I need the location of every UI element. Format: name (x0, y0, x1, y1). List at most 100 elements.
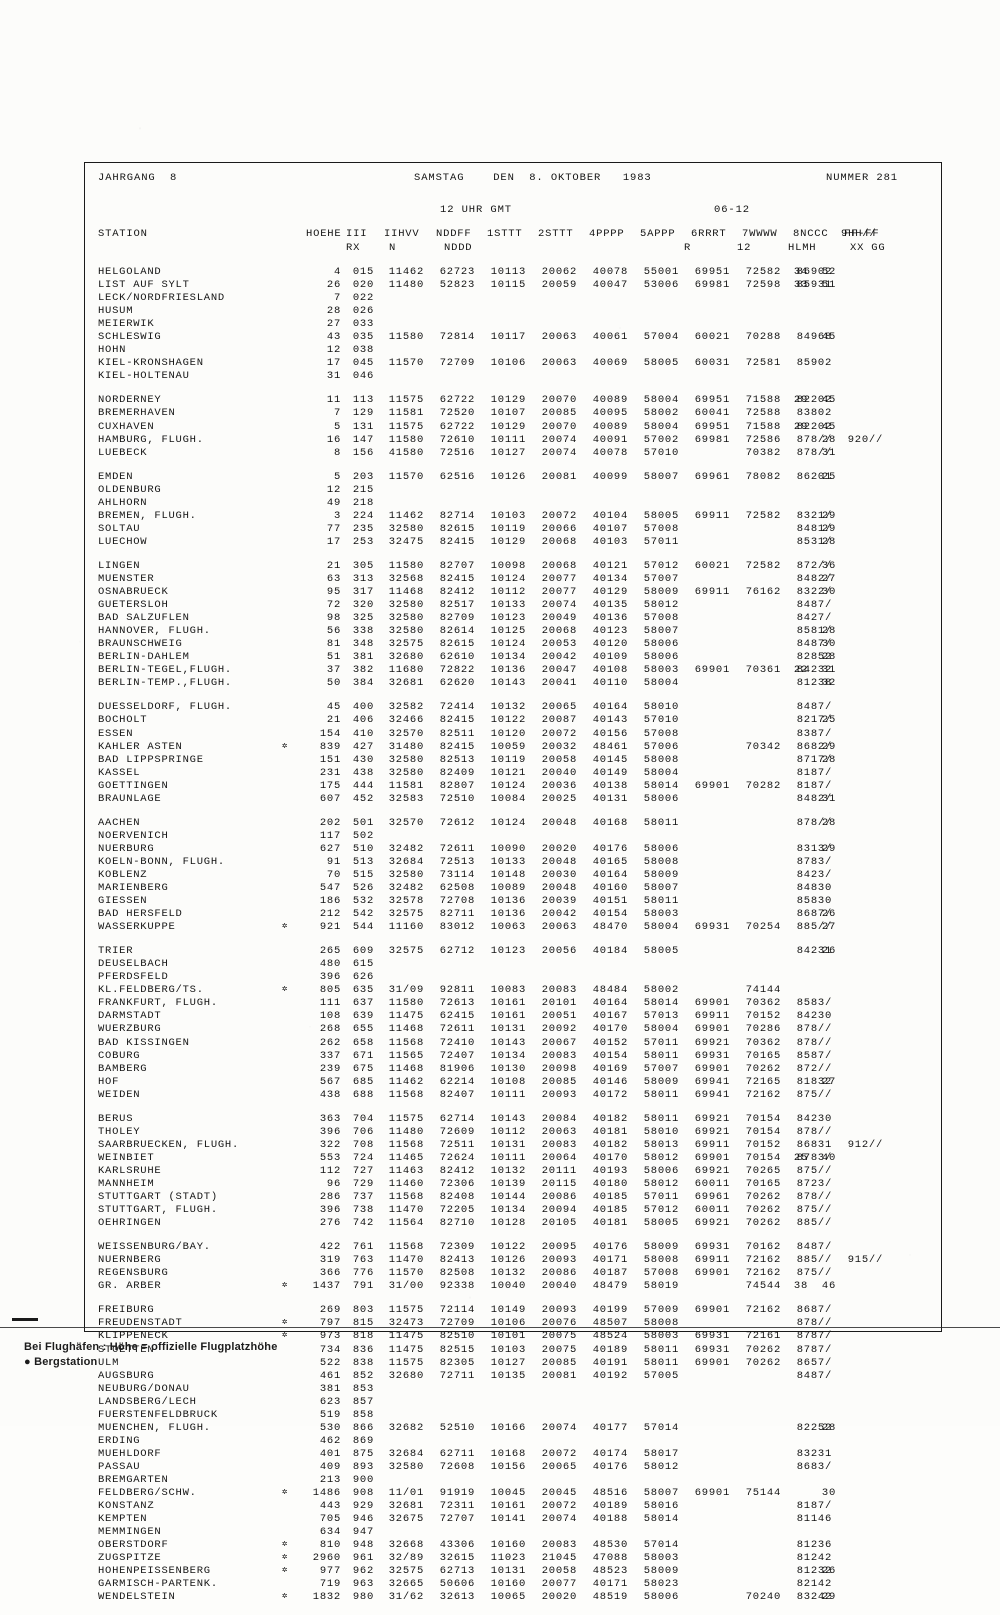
table-row[interactable]: SCHLESWIG 43 035 11580 72814 10117 20063 40061 5… (84, 331, 940, 344)
table-row[interactable]: MUEHLDORF 401 875 32684 62711 10168 20072 40174… (84, 1448, 940, 1461)
table-row[interactable]: MANNHEIM 96 729 11460 72306 10139 20115 40180 58… (84, 1178, 940, 1191)
table-row[interactable]: NOERVENICH 117 502 (84, 830, 940, 843)
table-row[interactable]: BOCHOLT 21 406 32466 82415 10122 20087 40143 570… (84, 714, 940, 727)
table-row[interactable]: LINGEN 21 305 11580 82707 10098 20068 40121 5701… (84, 560, 940, 573)
table-row[interactable]: AUGSBURG 461 852 32680 72711 10135 20081 40192 5… (84, 1370, 940, 1383)
data-cell: 8187/ (796, 766, 832, 779)
data-cell: 10112 (490, 586, 526, 599)
table-row[interactable]: BAMBERG 239 675 11468 81906 10130 20098 40169 57… (84, 1063, 940, 1076)
table-row[interactable]: FUERSTENFELDBRUCK 519 858 (84, 1409, 940, 1422)
table-row[interactable]: WENDELSTEIN ✲ 1832 980 31/62 32613 10065 20020 4… (84, 1591, 940, 1604)
table-row[interactable]: NORDERNEY 11 113 11575 62722 10129 20070 40089 5… (84, 394, 940, 407)
table-row[interactable]: LUEBECK 8 156 41580 72516 10127 20074 40078 5701… (84, 447, 940, 460)
table-row[interactable]: THOLEY 396 706 11480 72609 10112 20063 40181 580… (84, 1126, 940, 1139)
table-row[interactable]: OSNABRUECK 95 317 11468 82412 10112 20077 40129… (84, 586, 940, 599)
table-row[interactable]: BERUS 363 704 11575 62714 10143 20084 40182 5801… (84, 1113, 940, 1126)
table-row[interactable]: EMDEN 5 203 11570 62516 10126 20081 40099 58007 6… (84, 471, 940, 484)
table-row[interactable]: KLIPPENECK ✲ 973 818 11475 82510 10101 20075 485… (84, 1330, 940, 1343)
table-row[interactable]: KOELN-BONN, FLUGH. 91 513 32684 72513 10133 20… (84, 856, 940, 869)
table-row[interactable]: DARMSTADT 108 639 11475 62415 10161 20051 40167… (84, 1010, 940, 1023)
table-row[interactable]: KASSEL 231 438 32580 82409 10121 20040 40149 580… (84, 767, 940, 780)
table-row[interactable]: BAD HERSFELD 212 542 32575 82711 10136 20042 40… (84, 908, 940, 921)
table-row[interactable]: KIEL-HOLTENAU 31 046 (84, 370, 940, 383)
table-row[interactable]: OEHRINGEN 276 742 11564 82710 10128 20105 40181… (84, 1217, 940, 1230)
table-row[interactable]: AACHEN 202 501 32570 72612 10124 20048 40168 580… (84, 817, 940, 830)
table-row[interactable]: ESSEN 154 410 32570 82511 10120 20072 40156 5700… (84, 728, 940, 741)
table-row[interactable]: FREUDENSTADT ✲ 797 815 32473 72709 10106 20076 4… (84, 1317, 940, 1330)
table-row[interactable]: BREMERHAVEN 7 129 11581 72520 10107 20085 40095… (84, 407, 940, 420)
table-row[interactable]: KEMPTEN 705 946 32675 72707 10141 20074 40188 58… (84, 1513, 940, 1526)
table-row[interactable]: WEIDEN 438 688 11568 82407 10111 20093 40172 580… (84, 1089, 940, 1102)
table-row[interactable]: HANNOVER, FLUGH. 56 338 32580 82614 10125 2006… (84, 625, 940, 638)
table-row[interactable]: PASSAU 409 893 32580 72608 10156 20065 40176 580… (84, 1461, 940, 1474)
table-row[interactable]: KOBLENZ 70 515 32580 73114 10148 20030 40164 580… (84, 869, 940, 882)
table-row[interactable]: KARLSRUHE 112 727 11463 82412 10132 20111 40193… (84, 1165, 940, 1178)
table-row[interactable]: BERLIN-DAHLEM 51 381 32680 62610 10134 20042 40… (84, 651, 940, 664)
table-row[interactable]: BRAUNLAGE 607 452 32583 72510 10084 20025 40131… (84, 793, 940, 806)
table-row[interactable]: STUTTGART (STADT) 286 737 11568 82408 10144 20… (84, 1191, 940, 1204)
table-row[interactable]: BREMGARTEN 213 900 (84, 1474, 940, 1487)
table-row[interactable]: GIESSEN 186 532 32578 72708 10136 20039 40151 58… (84, 895, 940, 908)
table-row[interactable]: WASSERKUPPE ✲ 921 544 11160 83012 10063 20063 48… (84, 921, 940, 934)
table-row[interactable]: MUENCHEN, FLUGH. 530 866 32682 52510 10166 200… (84, 1422, 940, 1435)
table-row[interactable]: FREIBURG 269 803 11575 72114 10149 20093 40199 5… (84, 1304, 940, 1317)
data-cell: 62723 (439, 266, 475, 278)
table-row[interactable]: OLDENBURG 12 215 (84, 484, 940, 497)
table-row[interactable]: WUERZBURG 268 655 11468 72611 10131 20092 40170… (84, 1023, 940, 1036)
table-row[interactable]: LANDSBERG/LECH 623 857 (84, 1396, 940, 1409)
table-row[interactable]: GUETERSLOH 72 320 32580 82517 10133 20074 40135… (84, 599, 940, 612)
table-row[interactable]: DEUSELBACH 480 615 (84, 958, 940, 971)
table-row[interactable]: SAARBRUECKEN, FLUGH. 322 708 11568 72511 1013… (84, 1139, 940, 1152)
table-row[interactable]: COBURG 337 671 11565 72407 10134 20083 40154 580… (84, 1050, 940, 1063)
table-row[interactable]: MEMMINGEN 634 947 (84, 1526, 940, 1539)
table-row[interactable]: FELDBERG/SCHW. ✲ 1486 908 11/01 91919 10045 200… (84, 1487, 940, 1500)
table-row[interactable]: NUERNBERG 319 763 11470 82413 10126 20093 40171… (84, 1254, 940, 1267)
table-row[interactable]: BAD SALZUFLEN 98 325 32580 82709 10123 20049 40… (84, 612, 940, 625)
data-cell: 10090 (490, 842, 526, 855)
table-row[interactable]: MARIENBERG 547 526 32482 62508 10089 20048 4016… (84, 882, 940, 895)
table-row[interactable]: PFERDSFELD 396 626 (84, 971, 940, 984)
table-row[interactable]: SOLTAU 77 235 32580 82615 10119 20066 40107 5700… (84, 523, 940, 536)
table-row[interactable]: GR. ARBER ✲ 1437 791 31/00 92338 10040 20040 484… (84, 1280, 940, 1293)
table-row[interactable]: BAD KISSINGEN 262 658 11568 72410 10143 20067 4… (84, 1037, 940, 1050)
table-row[interactable]: FRANKFURT, FLUGH. 111 637 11580 72613 10161 20… (84, 997, 940, 1010)
table-row[interactable]: HAMBURG, FLUGH. 16 147 11580 72610 10111 20074… (84, 434, 940, 447)
table-row[interactable]: ZUGSPITZE ✲ 2960 961 32/89 32615 11023 21045 470… (84, 1552, 940, 1565)
table-row[interactable]: MUENSTER 63 313 32568 82415 10124 20077 40134 57… (84, 573, 940, 586)
table-row[interactable]: OBERSTDORF ✲ 810 948 32668 43306 10160 20083 485… (84, 1539, 940, 1552)
table-row[interactable]: WEISSENBURG/BAY. 422 761 11568 72309 10122 200… (84, 1241, 940, 1254)
table-row[interactable]: HUSUM 28 026 (84, 305, 940, 318)
table-row[interactable]: KL.FELDBERG/TS. ✲ 805 635 31/09 92811 10083 200… (84, 984, 940, 997)
table-row[interactable]: HOHN 12 038 (84, 344, 940, 357)
table-row[interactable]: BREMEN, FLUGH. 3 224 11462 82714 10103 20072 40… (84, 510, 940, 523)
table-row[interactable]: WEINBIET 553 724 11465 72624 10111 20064 40170 5… (84, 1152, 940, 1165)
table-row[interactable]: STOETTEN 734 836 11475 82515 10103 20075 40189 5… (84, 1344, 940, 1357)
table-row[interactable]: BAD LIPPSPRINGE 151 430 32580 82513 10119 2005… (84, 754, 940, 767)
table-row[interactable]: BRAUNSCHWEIG 81 348 32575 82615 10124 20053 401… (84, 638, 940, 651)
table-row[interactable]: NEUBURG/DONAU 381 853 (84, 1383, 940, 1396)
table-row[interactable]: STUTTGART, FLUGH. 396 738 11470 72205 10134 20… (84, 1204, 940, 1217)
table-row[interactable]: ERDING 462 869 (84, 1435, 940, 1448)
table-row[interactable]: GARMISCH-PARTENK. 719 963 32665 50606 10160 20… (84, 1578, 940, 1591)
table-row[interactable]: HOF 567 685 11462 62214 10108 20085 40146 58009 6… (84, 1076, 940, 1089)
table-row[interactable]: CUXHAVEN 5 131 11575 62722 10129 20070 40089 580… (84, 421, 940, 434)
data-cell: 58007 (643, 470, 679, 483)
table-row[interactable]: LUECHOW 17 253 32475 82415 10129 20068 40103 570… (84, 536, 940, 549)
table-row[interactable]: GOETTINGEN 175 444 11581 82807 10124 20036 4013… (84, 780, 940, 793)
table-row[interactable]: DUESSELDORF, FLUGH. 45 400 32582 72414 10132 2… (84, 701, 940, 714)
table-row[interactable]: HOHENPEISSENBERG ✲ 977 962 32575 62713 10131 20… (84, 1565, 940, 1578)
table-row[interactable]: KIEL-KRONSHAGEN 17 045 11570 72709 10106 20063… (84, 357, 940, 370)
table-row[interactable]: KONSTANZ 443 929 32681 72311 10161 20072 40189 5… (84, 1500, 940, 1513)
table-row[interactable]: KAHLER ASTEN ✲ 839 427 31480 82415 10059 20032 4… (84, 741, 940, 754)
table-row[interactable]: ULM 522 838 11575 82305 10127 20085 40191 58011 6… (84, 1357, 940, 1370)
table-row[interactable]: MEIERWIK 27 033 (84, 318, 940, 331)
table-row[interactable]: AHLHORN 49 218 (84, 497, 940, 510)
table-row[interactable]: BERLIN-TEMP.,FLUGH. 50 384 32681 62620 10143 2… (84, 677, 940, 690)
table-row[interactable]: TRIER 265 609 32575 62712 10123 20056 40184 5800… (84, 945, 940, 958)
table-row[interactable]: REGENSBURG 366 776 11570 82508 10132 20086 4018… (84, 1267, 940, 1280)
table-row[interactable]: BERLIN-TEGEL,FLUGH. 37 382 11680 72822 10136 2… (84, 664, 940, 677)
table-row[interactable]: HELGOLAND 4 015 11462 62723 10113 20062 40078 55… (84, 266, 940, 279)
table-row[interactable]: NUERBURG 627 510 32482 72611 10090 20020 40176 5… (84, 843, 940, 856)
table-row[interactable]: LECK/NORDFRIESLAND 7 022 (84, 292, 940, 305)
table-row[interactable]: LIST AUF SYLT 26 020 11480 52823 10115 20059 40… (84, 279, 940, 292)
